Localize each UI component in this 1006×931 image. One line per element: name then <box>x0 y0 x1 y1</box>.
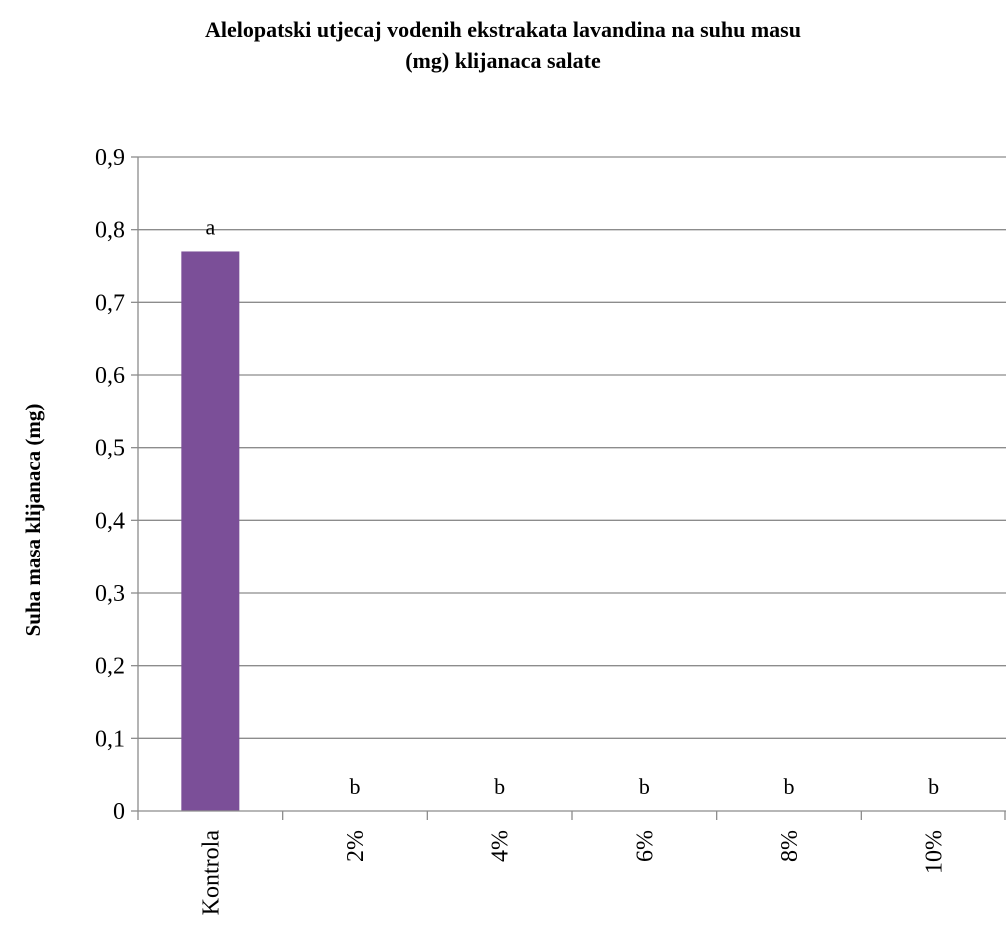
y-axis-label: Suha masa klijanaca (mg) <box>21 404 45 637</box>
y-tick-label: 0 <box>113 799 125 825</box>
bars: a b b b b b <box>181 214 939 811</box>
x-axis: Kontrola 2% 4% 6% 8% 10% <box>137 810 1006 916</box>
bar-data-label: b <box>350 774 361 799</box>
bar-data-label: a <box>205 214 215 239</box>
y-tick-label: 0,6 <box>95 363 125 389</box>
y-axis: 0 0,1 0,2 0,3 0,4 0,5 0,6 0,7 0,8 0,9 <box>95 145 139 825</box>
gridlines <box>138 156 1006 739</box>
x-tick-label: Kontrola <box>198 830 224 916</box>
y-tick-label: 0,9 <box>95 145 125 171</box>
y-tick-label: 0,4 <box>95 508 125 534</box>
x-tick-label: 2% <box>343 830 369 862</box>
y-tick-label: 0,1 <box>95 726 125 752</box>
chart-title-line-2: (mg) klijanaca salate <box>405 48 601 73</box>
y-tick-label: 0,2 <box>95 654 125 680</box>
bar-data-label: b <box>494 774 505 799</box>
chart-title: Alelopatski utjecaj vodenih ekstrakata l… <box>0 14 1006 76</box>
bar-data-label: b <box>639 774 650 799</box>
y-tick-label: 0,3 <box>95 581 125 607</box>
chart-title-line-1: Alelopatski utjecaj vodenih ekstrakata l… <box>205 17 801 42</box>
y-tick-label: 0,5 <box>95 436 125 462</box>
x-tick-label: 8% <box>777 830 803 862</box>
bar-data-label: b <box>928 774 939 799</box>
bar <box>181 251 240 811</box>
x-tick-label: 10% <box>922 830 948 874</box>
y-tick-label: 0,7 <box>95 290 125 316</box>
bar-data-label: b <box>784 774 795 799</box>
y-tick-label: 0,8 <box>95 218 125 244</box>
x-tick-label: 4% <box>488 830 514 862</box>
x-tick-label: 6% <box>632 830 658 862</box>
